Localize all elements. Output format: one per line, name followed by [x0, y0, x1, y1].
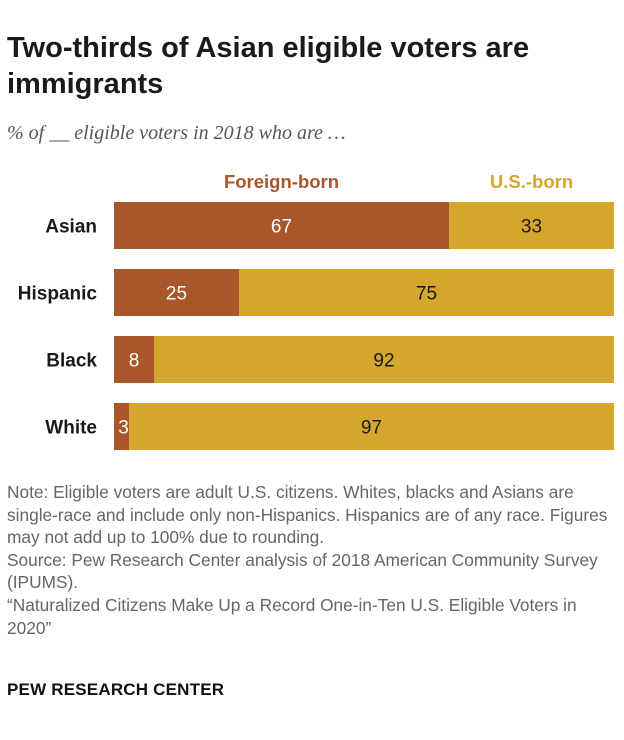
stacked-bar-chart: Foreign-born U.S.-born Asian 67 33 Hispanic 25…	[18, 171, 614, 450]
bar-white-foreign-born	[114, 403, 129, 450]
category-label-asian: Asian	[45, 217, 97, 238]
note-text: Note: Eligible voters are adult U.S. cit…	[7, 482, 608, 548]
bar-hispanic-foreign-born	[114, 269, 239, 316]
value-label-hispanic-foreign-born: 25	[166, 284, 187, 305]
chart-title: Two-thirds of Asian eligible voters are …	[7, 32, 530, 100]
value-label-hispanic-u-s-born: 75	[416, 284, 437, 305]
bar-white-u-s-born	[129, 403, 614, 450]
source-text: Source: Pew Research Center analysis of …	[7, 549, 598, 593]
chart-subtitle: % of __ eligible voters in 2018 who are …	[7, 122, 346, 144]
bar-black-foreign-born	[114, 336, 154, 383]
bar-black-u-s-born	[154, 336, 614, 383]
value-label-black-foreign-born: 8	[129, 351, 140, 372]
value-label-white-u-s-born: 97	[361, 418, 382, 439]
category-label-white: White	[45, 418, 97, 439]
bar-asian-foreign-born	[114, 202, 449, 249]
category-label-hispanic: Hispanic	[18, 284, 98, 305]
bar-hispanic-u-s-born	[239, 269, 614, 316]
report-title: “Naturalized Citizens Make Up a Record O…	[7, 594, 577, 638]
legend-u-s-born: U.S.-born	[490, 171, 573, 192]
category-label-black: Black	[46, 351, 97, 372]
value-label-asian-foreign-born: 67	[271, 217, 292, 238]
value-label-white-foreign-born: 3	[118, 418, 129, 439]
value-label-black-u-s-born: 92	[373, 351, 394, 372]
bar-asian-u-s-born	[449, 202, 614, 249]
chart-notes: Note: Eligible voters are adult U.S. cit…	[7, 481, 619, 639]
value-label-asian-u-s-born: 33	[521, 217, 542, 238]
legend-foreign-born: Foreign-born	[224, 171, 339, 192]
brand-logo-text: PEW RESEARCH CENTER	[7, 680, 225, 699]
